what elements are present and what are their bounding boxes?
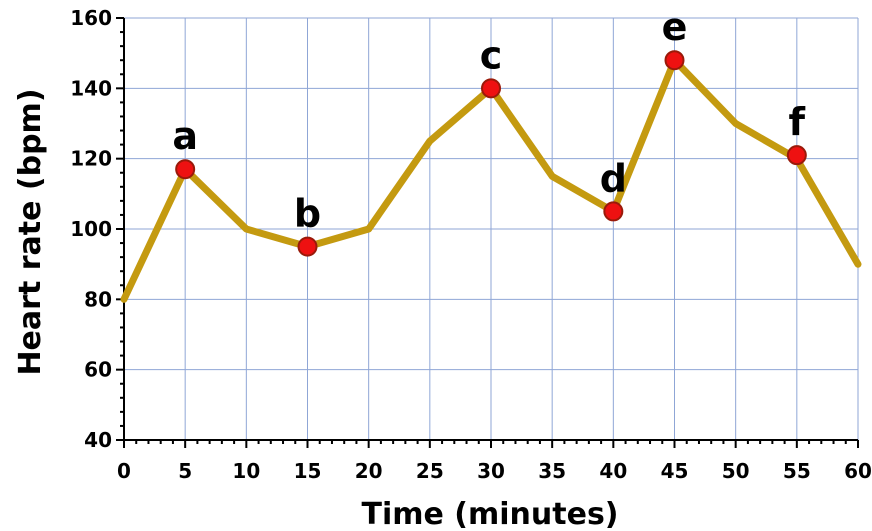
point-label-b: b bbox=[294, 192, 321, 236]
point-marker-e bbox=[664, 50, 685, 71]
point-marker-d bbox=[603, 201, 624, 222]
x-tick-label: 55 bbox=[783, 459, 811, 483]
point-label-c: c bbox=[480, 33, 503, 77]
point-marker-a bbox=[175, 159, 196, 180]
x-tick-label: 60 bbox=[844, 459, 872, 483]
y-tick-label: 60 bbox=[84, 358, 112, 382]
x-tick-label: 50 bbox=[722, 459, 750, 483]
point-label-e: e bbox=[662, 5, 688, 49]
point-marker-c bbox=[481, 78, 501, 99]
x-tick-label: 5 bbox=[178, 459, 192, 483]
y-tick-label: 120 bbox=[70, 147, 112, 171]
x-tick-labels: 0 5 10 15 20 25 30 35 40 45 50 55 60 bbox=[117, 459, 872, 483]
y-tick-label: 100 bbox=[70, 217, 112, 241]
x-tick-label: 20 bbox=[355, 459, 383, 483]
y-tick-label: 140 bbox=[70, 76, 112, 100]
y-axis-title: Heart rate (bpm) bbox=[13, 88, 48, 375]
x-tick-label: 25 bbox=[416, 459, 444, 483]
x-tick-label: 40 bbox=[599, 459, 627, 483]
axes bbox=[116, 17, 859, 448]
y-tick-label: 160 bbox=[70, 6, 112, 30]
x-tick-label: 45 bbox=[661, 459, 689, 483]
y-tick-label: 40 bbox=[84, 428, 112, 452]
point-marker-f bbox=[786, 145, 807, 166]
y-tick-label: 80 bbox=[84, 287, 112, 311]
x-tick-label: 10 bbox=[232, 459, 260, 483]
x-tick-label: 35 bbox=[538, 459, 566, 483]
x-axis-title: Time (minutes) bbox=[361, 497, 618, 531]
x-tick-label: 15 bbox=[294, 459, 322, 483]
point-label-f: f bbox=[789, 100, 806, 144]
highlighted-markers bbox=[175, 50, 807, 257]
point-label-d: d bbox=[600, 156, 627, 200]
point-label-a: a bbox=[172, 114, 198, 158]
x-tick-label: 0 bbox=[117, 459, 131, 483]
point-marker-b bbox=[297, 236, 318, 257]
y-tick-labels: 40 60 80 100 120 140 160 bbox=[70, 6, 112, 452]
x-tick-label: 30 bbox=[477, 459, 505, 483]
point-labels: a b c d e f bbox=[172, 5, 805, 235]
